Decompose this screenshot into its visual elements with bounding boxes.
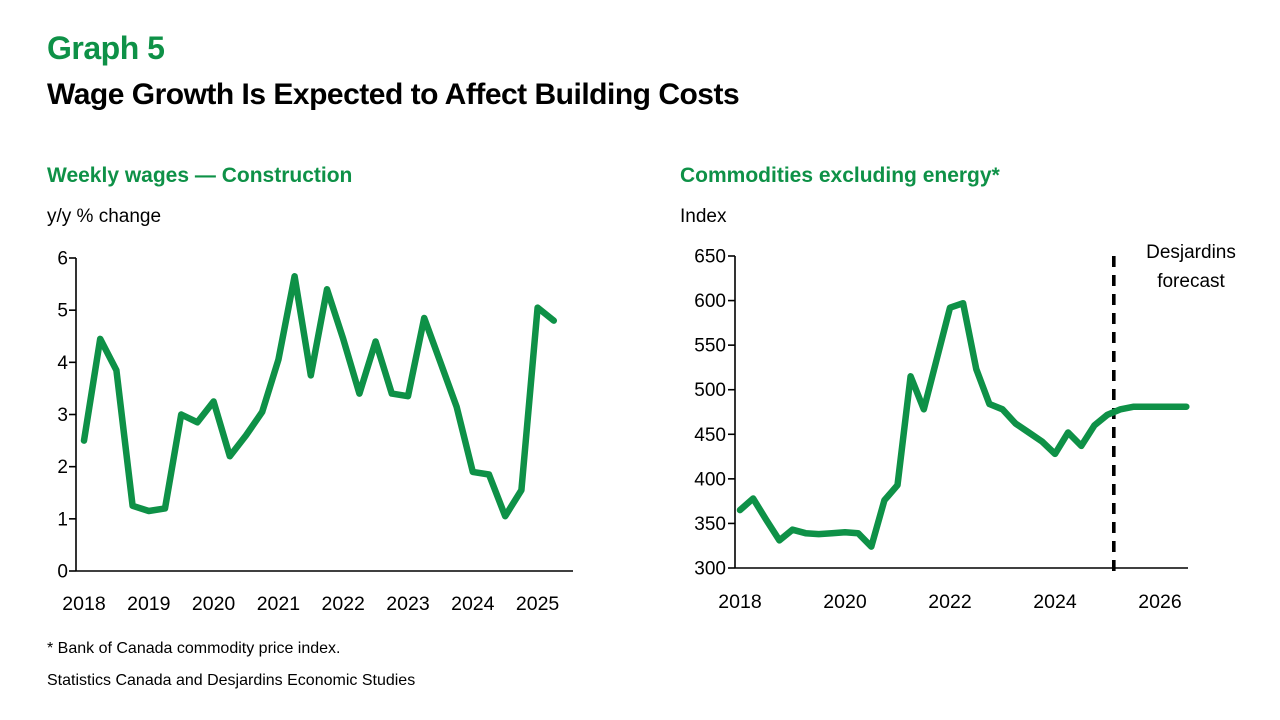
forecast-annotation: Desjardins — [1146, 242, 1236, 263]
y-axis-tick-label: 300 — [694, 559, 726, 580]
x-axis-tick-label: 2023 — [386, 593, 429, 615]
right-chart-title: Commodities excluding energy* — [680, 164, 1000, 187]
x-axis-tick-label: 2020 — [823, 591, 867, 613]
x-axis-tick-label: 2018 — [718, 591, 761, 613]
y-axis-tick-label: 6 — [57, 249, 68, 270]
x-axis-tick-label: 2024 — [451, 593, 495, 615]
x-axis-tick-label: 2019 — [127, 593, 170, 615]
y-axis-tick-label: 5 — [57, 301, 68, 322]
x-axis-tick-label: 2020 — [192, 593, 236, 615]
commodities-line-chart: 300 350 400 450 500 550 600 650 2018 2020 2022 2024… — [694, 242, 1236, 613]
footnote-source-note: * Bank of Canada commodity price index. — [47, 640, 341, 657]
y-axis-tick-label: 550 — [694, 336, 726, 357]
right-chart-unit-label: Index — [680, 206, 727, 227]
y-axis-tick-label: 650 — [694, 247, 726, 268]
footnote-credits: Statistics Canada and Desjardins Economi… — [47, 672, 416, 689]
wages-construction-line-chart: 0 1 2 3 4 5 6 2018 2019 2020 2021 2022 2023 2024 2025 — [57, 249, 573, 615]
x-axis-tick-label: 2022 — [928, 591, 971, 613]
x-axis-tick-label: 2025 — [516, 593, 560, 615]
x-axis-tick-label: 2024 — [1033, 591, 1077, 613]
y-axis-tick-label: 500 — [694, 380, 726, 401]
wages-construction-series-line — [80, 273, 558, 520]
left-chart-unit-label: y/y % change — [47, 206, 162, 227]
x-axis-tick-label: 2022 — [322, 593, 365, 615]
y-axis-tick-label: 3 — [57, 405, 68, 426]
y-axis-tick-label: 600 — [694, 291, 726, 312]
x-axis-tick-label: 2018 — [62, 593, 105, 615]
y-axis-tick-label: 1 — [57, 509, 68, 530]
commodities-ex-energy-series-line — [736, 299, 1190, 550]
y-axis-tick-label: 350 — [694, 514, 726, 535]
y-axis-tick-label: 2 — [57, 457, 68, 478]
x-axis-tick-label: 2021 — [257, 593, 300, 615]
x-axis-tick-label: 2026 — [1138, 591, 1181, 613]
y-axis-tick-label: 400 — [694, 469, 726, 490]
y-axis-tick-label: 0 — [57, 562, 68, 583]
graph-number-label: Graph 5 — [47, 30, 165, 66]
y-axis-tick-label: 450 — [694, 425, 726, 446]
y-axis-tick-label: 4 — [57, 353, 68, 374]
forecast-annotation: forecast — [1157, 271, 1225, 292]
page-title: Wage Growth Is Expected to Affect Buildi… — [47, 78, 740, 111]
left-chart-title: Weekly wages — Construction — [47, 164, 353, 187]
